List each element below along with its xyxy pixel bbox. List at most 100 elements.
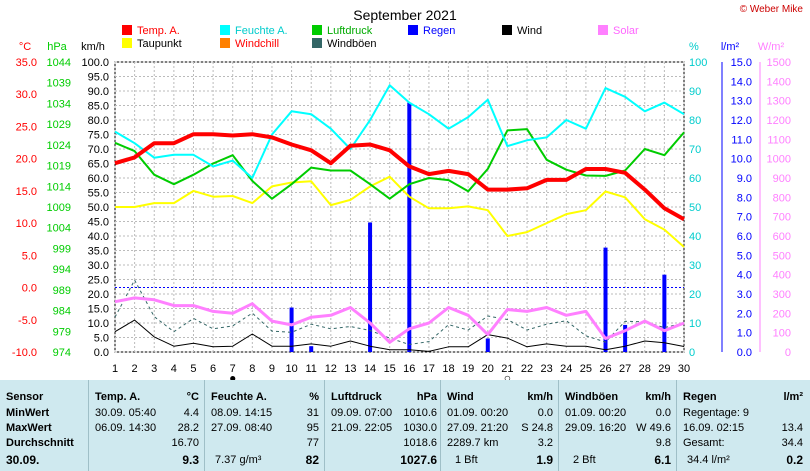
- stats-wind-min-val: 0.0: [537, 407, 553, 419]
- x-tick-label: 23: [541, 363, 553, 375]
- stats-col-rain: Regen l/m² Regentage: 9 16.09. 02:15 13.4 …: [676, 380, 810, 471]
- x-tick-label: 20: [482, 363, 494, 375]
- axis-tick-humidity: 100: [689, 57, 707, 69]
- x-tick-label: 3: [151, 363, 157, 375]
- stats-rain-total: 34.4: [781, 437, 803, 449]
- stats-rain-header: Regen: [683, 391, 717, 403]
- axis-tick-wind: 100.0: [81, 57, 109, 69]
- axis-tick-solar: 200: [773, 308, 791, 320]
- stats-press-unit: hPa: [416, 391, 437, 403]
- x-tick-label: 5: [190, 363, 196, 375]
- legend-label: Feuchte A.: [235, 25, 288, 37]
- axis-tick-pressure: 1004: [47, 223, 71, 235]
- stats-wind-current: 1.9: [536, 453, 553, 467]
- legend-label: Taupunkt: [137, 38, 182, 50]
- stats-press-max-val: 1030.0: [403, 422, 437, 434]
- legend-label: Windchill: [235, 38, 279, 50]
- axis-tick-wind: 20.0: [88, 289, 109, 301]
- axis-tick-rain: 15.0: [731, 57, 752, 69]
- stats-gust-avg: 9.8: [655, 437, 671, 449]
- axis-tick-pressure: 1039: [47, 78, 71, 90]
- rain-bar: [368, 222, 373, 352]
- stats-label-max: MaxWert: [6, 422, 52, 434]
- stats-gust-max-val: W 49.6: [636, 422, 671, 434]
- x-tick-label: 6: [210, 363, 216, 375]
- series-line-solar: [114, 296, 685, 344]
- axis-tick-pressure: 999: [53, 243, 71, 255]
- x-tick-label: 29: [658, 363, 670, 375]
- axis-tick-wind: 90.0: [88, 86, 109, 98]
- axis-tick-rain: 1.0: [737, 328, 752, 340]
- axis-unit-pressure: hPa: [47, 41, 67, 53]
- rain-bar: [485, 338, 490, 352]
- series-line-feuchte-a: [114, 84, 685, 179]
- axis-tick-rain: 8.0: [737, 192, 752, 204]
- axis-tick-temp: 20.0: [16, 154, 37, 166]
- axis-tick-rain: 5.0: [737, 250, 752, 262]
- axis-tick-humidity: 10: [689, 318, 701, 330]
- stats-temp-current: 9.3: [182, 453, 199, 467]
- axis-tick-temp: -10.0: [12, 347, 37, 359]
- axis-tick-wind: 70.0: [88, 144, 109, 156]
- axis-tick-wind: 60.0: [88, 173, 109, 185]
- stats-press-min-when: 09.09. 07:00: [331, 407, 393, 419]
- legend-swatch: [312, 38, 322, 48]
- x-tick-label: 24: [560, 363, 572, 375]
- rain-bar: [289, 307, 294, 352]
- axis-tick-humidity: 30: [689, 260, 701, 272]
- axis-tick-wind: 75.0: [88, 130, 109, 142]
- stats-hum-max-when: 27.09. 08:40: [211, 422, 273, 434]
- series-line-windb-en: [114, 279, 685, 345]
- axis-tick-temp: 15.0: [16, 186, 37, 198]
- stats-date: 30.09.: [6, 453, 40, 467]
- axis-tick-rain: 0.0: [737, 347, 752, 359]
- stats-gust-current: 6.1: [654, 453, 671, 467]
- axis-tick-wind: 50.0: [88, 202, 109, 214]
- stats-wind-max-val: S 24.8: [521, 422, 553, 434]
- axis-tick-solar: 300: [773, 289, 791, 301]
- axis-tick-wind: 15.0: [88, 304, 109, 316]
- axis-tick-humidity: 20: [689, 289, 701, 301]
- axis-tick-rain: 7.0: [737, 212, 752, 224]
- axis-tick-rain: 13.0: [731, 96, 752, 108]
- axis-tick-wind: 85.0: [88, 101, 109, 113]
- stats-col-wind: Wind km/h 01.09. 00:20 0.0 27.09. 21:20 S 2…: [440, 380, 559, 471]
- axis-tick-solar: 800: [773, 192, 791, 204]
- axis-tick-rain: 9.0: [737, 173, 752, 185]
- series-line-wind: [114, 319, 685, 352]
- stats-rain-current-text: 34.4 l/m²: [687, 454, 730, 466]
- stats-sensor-header: Sensor: [6, 391, 44, 403]
- x-tick-label: 22: [521, 363, 533, 375]
- stats-label-min: MinWert: [6, 407, 50, 419]
- x-tick-label: 25: [580, 363, 592, 375]
- stats-hum-extra: 7.37 g/m³: [215, 454, 262, 466]
- legend-swatch: [408, 25, 418, 35]
- stats-gust-bft: 2 Bft: [573, 454, 596, 466]
- axis-tick-pressure: 1014: [47, 181, 71, 193]
- legend-swatch: [220, 25, 230, 35]
- axis-unit-solar: W/m²: [758, 41, 785, 53]
- rain-bar: [623, 324, 628, 352]
- legend-label: Solar: [613, 25, 639, 37]
- axis-tick-pressure: 984: [53, 306, 71, 318]
- axis-tick-pressure: 994: [53, 264, 71, 276]
- legend-label: Regen: [423, 25, 455, 37]
- axis-tick-pressure: 1034: [47, 98, 71, 110]
- axis-tick-wind: 45.0: [88, 217, 109, 229]
- stats-wind-min-when: 01.09. 00:20: [447, 407, 509, 419]
- stats-hum-unit: %: [309, 391, 319, 403]
- stats-temp-max-val: 28.2: [177, 422, 199, 434]
- stats-press-avg: 1018.6: [403, 437, 437, 449]
- x-tick-label: 9: [269, 363, 275, 375]
- axis-tick-rain: 3.0: [737, 289, 752, 301]
- stats-temp-min-when: 30.09. 05:40: [95, 407, 157, 419]
- stats-gust-unit: km/h: [645, 391, 671, 403]
- rain-bar: [603, 247, 608, 352]
- legend-label: Wind: [517, 25, 542, 37]
- x-tick-label: 4: [171, 363, 177, 375]
- legend-swatch: [312, 25, 322, 35]
- axis-unit-humidity: %: [689, 41, 699, 53]
- axis-tick-wind: 80.0: [88, 115, 109, 127]
- axis-tick-rain: 6.0: [737, 231, 752, 243]
- chart-title: September 2021: [353, 7, 457, 23]
